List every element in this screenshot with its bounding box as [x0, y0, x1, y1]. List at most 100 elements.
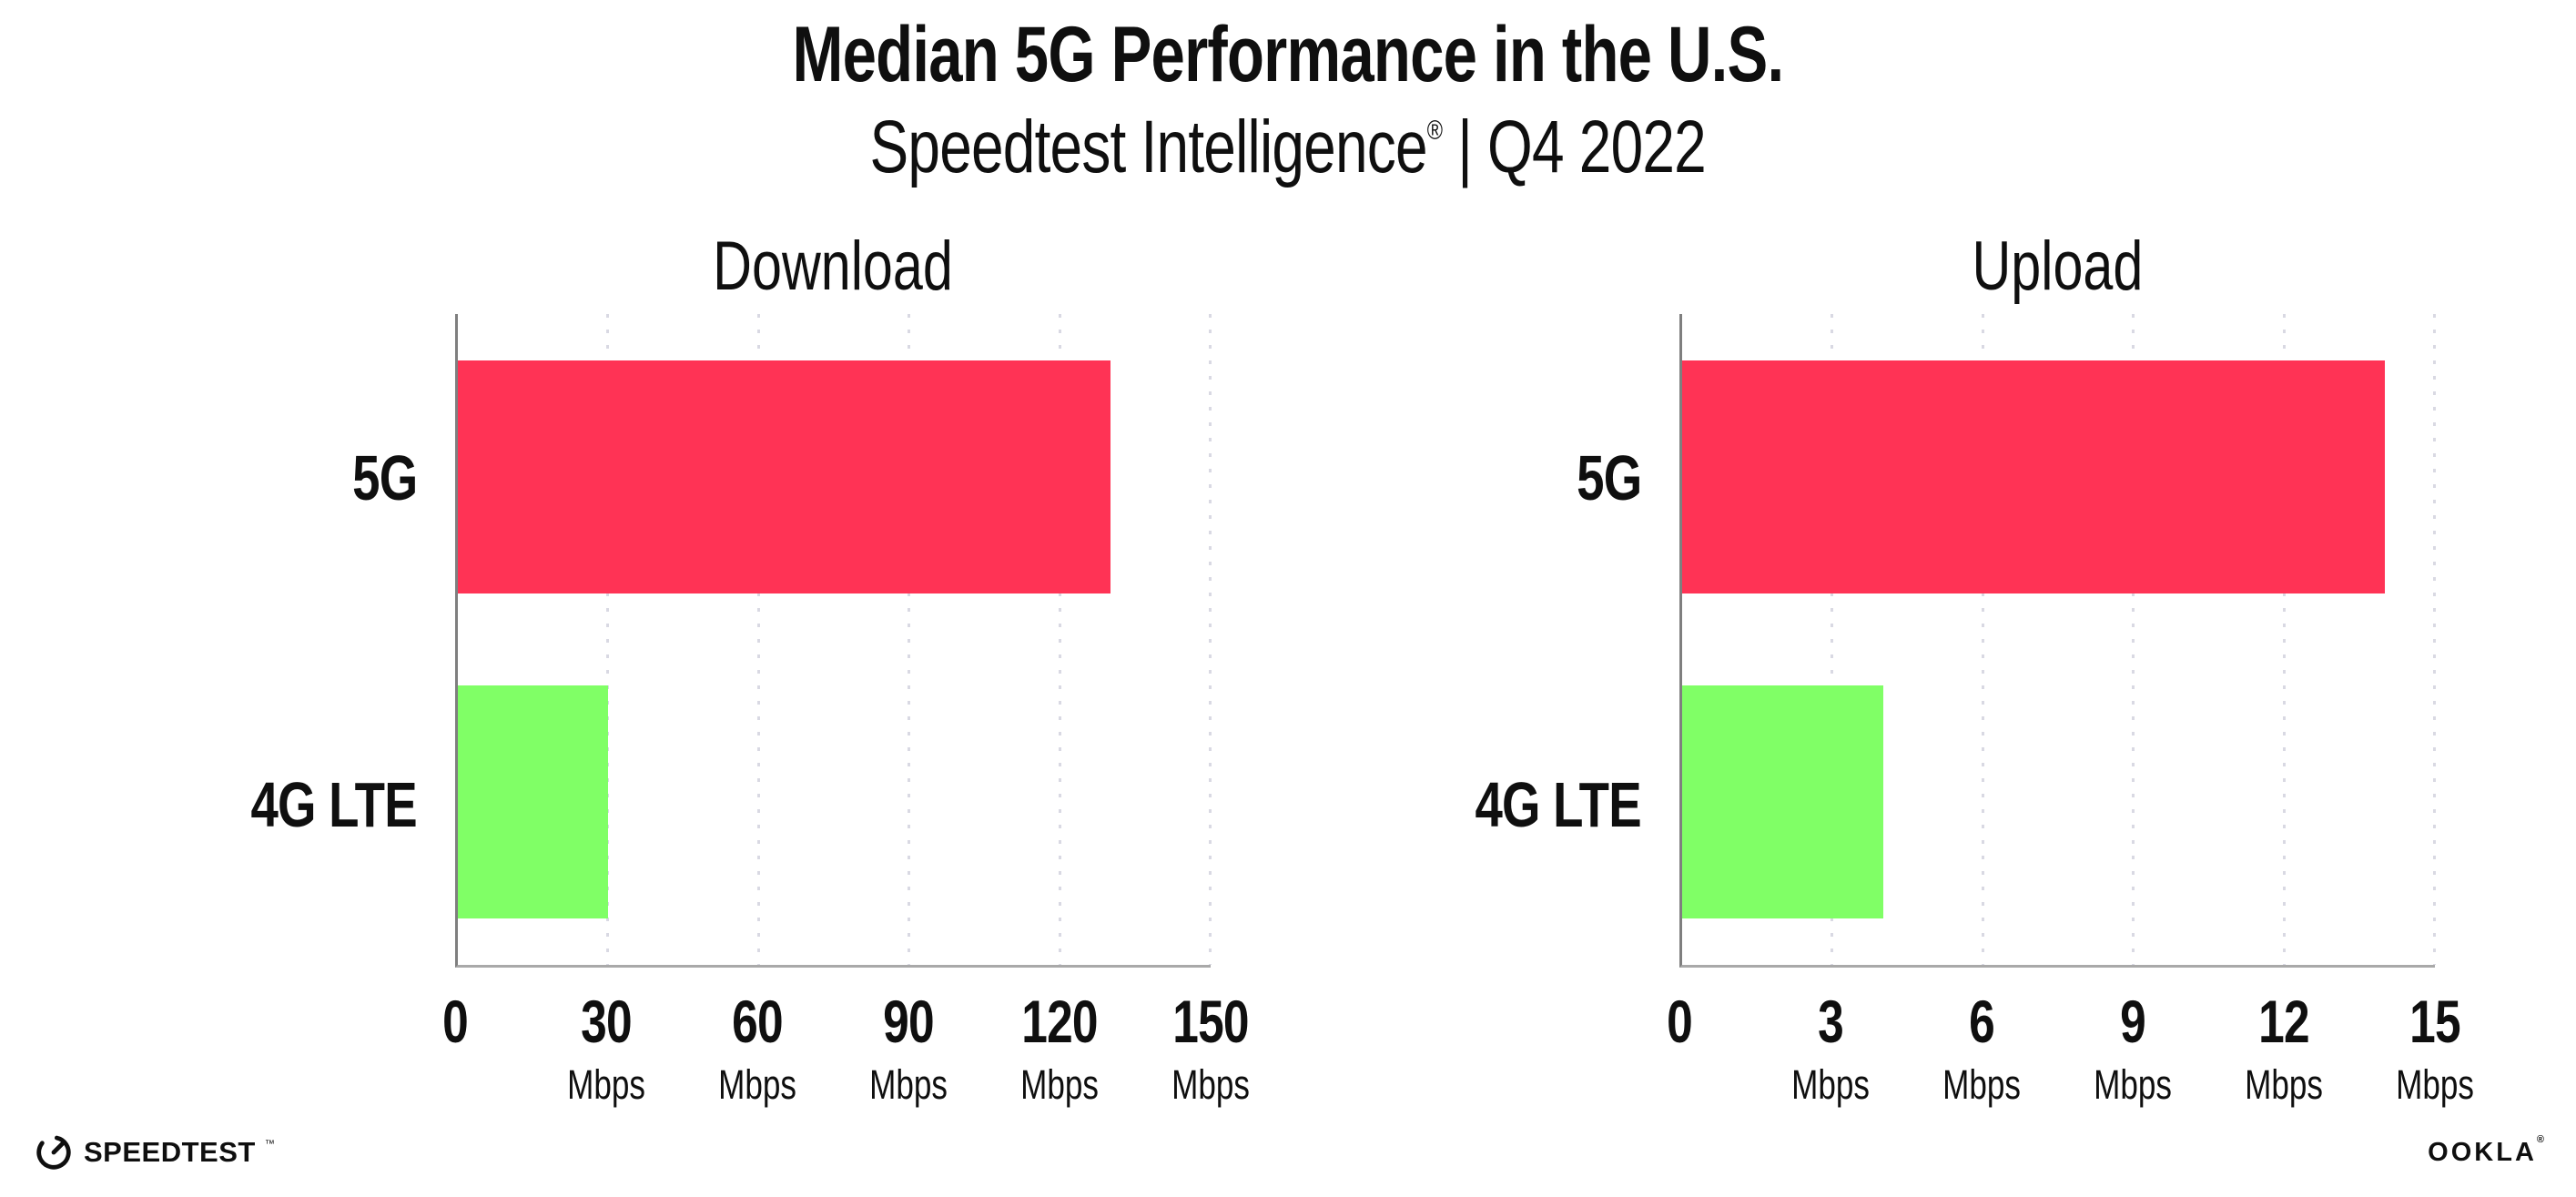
download-category-labels: 5G 4G LTE — [141, 314, 455, 968]
download-chart-grid: 5G 4G LTE — [141, 314, 1212, 969]
x-tick-unit: Mbps — [1942, 1061, 2021, 1109]
download-chart-title: Download — [455, 227, 1211, 314]
x-tick-value: 0 — [442, 988, 469, 1056]
upload-x-axis: 0 3 Mbps 6 Mbps 9 Mbps 12 Mbps 15 Mbps — [1667, 991, 2474, 1146]
footer: SPEEDTEST ™ OOKLA® — [33, 1131, 2547, 1173]
x-tick-0: 0 — [1663, 991, 1696, 1051]
gridline — [1981, 314, 1984, 966]
speedtest-wordmark: SPEEDTEST — [84, 1136, 256, 1168]
x-tick-label: 90 Mbps — [869, 991, 948, 1105]
x-tick-unit: Mbps — [2396, 1061, 2474, 1109]
bar-row-4g-lte — [1682, 640, 2435, 966]
x-tick-unit: Mbps — [1020, 1061, 1099, 1109]
x-tick-value: 6 — [1969, 988, 1995, 1056]
x-tick-label: 9 Mbps — [2094, 991, 2172, 1105]
x-tick-value: 9 — [2120, 988, 2146, 1056]
category-label-text: 5G — [351, 441, 418, 513]
x-tick-unit: Mbps — [2245, 1061, 2323, 1109]
x-tick-6: 6 Mbps — [1932, 991, 2032, 1105]
bar-5g — [1682, 360, 2385, 593]
page-title-text: Median 5G Performance in the U.S. — [792, 11, 1785, 98]
x-tick-label: 0 — [1667, 988, 1693, 1056]
x-tick-unit: Mbps — [1791, 1061, 1870, 1109]
page-title: Median 5G Performance in the U.S. — [0, 13, 2576, 97]
x-tick-30: 30 Mbps — [556, 991, 656, 1105]
bar-5g — [458, 360, 1111, 593]
x-tick-label: 15 Mbps — [2396, 991, 2474, 1105]
upload-chart-title-text: Upload — [1972, 228, 2143, 306]
download-x-axis: 0 30 Mbps 60 Mbps 90 Mbps 120 Mbps 150 Mbps — [442, 991, 1250, 1146]
gridline — [1831, 314, 1834, 966]
x-tick-60: 60 Mbps — [707, 991, 807, 1105]
x-tick-9: 9 Mbps — [2083, 991, 2183, 1105]
ookla-logo: OOKLA® — [2428, 1134, 2547, 1168]
trademark-icon: ™ — [264, 1139, 275, 1150]
registered-trademark-icon: ® — [2536, 1133, 2547, 1145]
x-tick-label: 120 Mbps — [1020, 991, 1099, 1105]
x-tick-value: 60 — [732, 988, 783, 1056]
registered-trademark-icon: ® — [1427, 115, 1443, 146]
bar-row-4g-lte — [458, 640, 1211, 966]
gridline — [2433, 314, 2436, 966]
speedometer-gauge-icon — [36, 1135, 71, 1170]
x-tick-label: 30 Mbps — [567, 991, 645, 1105]
x-tick-15: 15 Mbps — [2385, 991, 2485, 1105]
gridline — [908, 314, 911, 966]
x-tick-value: 0 — [1667, 988, 1693, 1056]
download-chart-title-text: Download — [713, 228, 953, 306]
x-tick-value: 30 — [581, 988, 632, 1056]
gridline — [2282, 314, 2286, 966]
download-plot-area — [455, 314, 1212, 969]
gridline — [1209, 314, 1212, 966]
category-label-text: 4G LTE — [250, 768, 418, 840]
x-tick-unit: Mbps — [2094, 1061, 2172, 1109]
upload-category-labels: 5G 4G LTE — [1365, 314, 1679, 968]
x-tick-label: 150 Mbps — [1171, 991, 1250, 1105]
x-tick-value: 12 — [2258, 988, 2309, 1056]
bar-4g-lte — [1682, 685, 1883, 919]
x-tick-value: 120 — [1021, 988, 1098, 1056]
x-tick-unit: Mbps — [718, 1061, 796, 1109]
charts-row: Download 5G 4G LTE 0 30 Mbps 60 Mbps 90 Mbps 120… — [0, 227, 2576, 1146]
subtitle-brand: Speedtest Intelligence — [869, 105, 1428, 188]
speedtest-logo: SPEEDTEST ™ — [33, 1131, 275, 1173]
x-tick-12: 12 Mbps — [2234, 991, 2334, 1105]
download-chart: Download 5G 4G LTE 0 30 Mbps 60 Mbps 90 Mbps 120… — [141, 227, 1250, 1146]
x-tick-value: 15 — [2409, 988, 2460, 1056]
upload-chart-title: Upload — [1679, 227, 2435, 314]
category-label-5g: 5G — [141, 314, 455, 641]
bar-row-5g — [458, 314, 1211, 640]
x-tick-3: 3 Mbps — [1780, 991, 1881, 1105]
x-tick-label: 0 — [442, 988, 469, 1056]
category-label-4g-lte: 4G LTE — [141, 641, 455, 968]
category-label-text: 5G — [1576, 441, 1642, 513]
category-label-4g-lte: 4G LTE — [1365, 641, 1679, 968]
ookla-wordmark: OOKLA — [2428, 1137, 2537, 1167]
x-tick-unit: Mbps — [869, 1061, 948, 1109]
x-tick-0: 0 — [439, 991, 472, 1051]
x-tick-unit: Mbps — [1171, 1061, 1250, 1109]
header: Median 5G Performance in the U.S. Speedt… — [0, 0, 2576, 188]
page-subtitle: Speedtest Intelligence® | Q4 2022 — [0, 105, 2576, 188]
category-label-text: 4G LTE — [1475, 768, 1642, 840]
x-tick-value: 150 — [1172, 988, 1249, 1056]
bar-4g-lte — [458, 685, 609, 919]
x-tick-value: 3 — [1818, 988, 1844, 1056]
x-tick-unit: Mbps — [567, 1061, 645, 1109]
x-tick-90: 90 Mbps — [858, 991, 958, 1105]
x-tick-label: 60 Mbps — [718, 991, 796, 1105]
x-tick-label: 6 Mbps — [1942, 991, 2021, 1105]
gridline — [1058, 314, 1061, 966]
x-tick-label: 3 Mbps — [1791, 991, 1870, 1105]
bar-row-5g — [1682, 314, 2435, 640]
upload-chart: Upload 5G 4G LTE 0 3 Mbps 6 Mbps 9 Mbps 12 Mbps 15… — [1365, 227, 2474, 1146]
upload-chart-grid: 5G 4G LTE — [1365, 314, 2436, 969]
x-tick-120: 120 Mbps — [1009, 991, 1110, 1105]
upload-plot-area — [1679, 314, 2436, 969]
x-tick-label: 12 Mbps — [2245, 991, 2323, 1105]
x-tick-150: 150 Mbps — [1161, 991, 1261, 1105]
subtitle-period: | Q4 2022 — [1442, 105, 1707, 188]
gridline — [2132, 314, 2135, 966]
category-label-5g: 5G — [1365, 314, 1679, 641]
